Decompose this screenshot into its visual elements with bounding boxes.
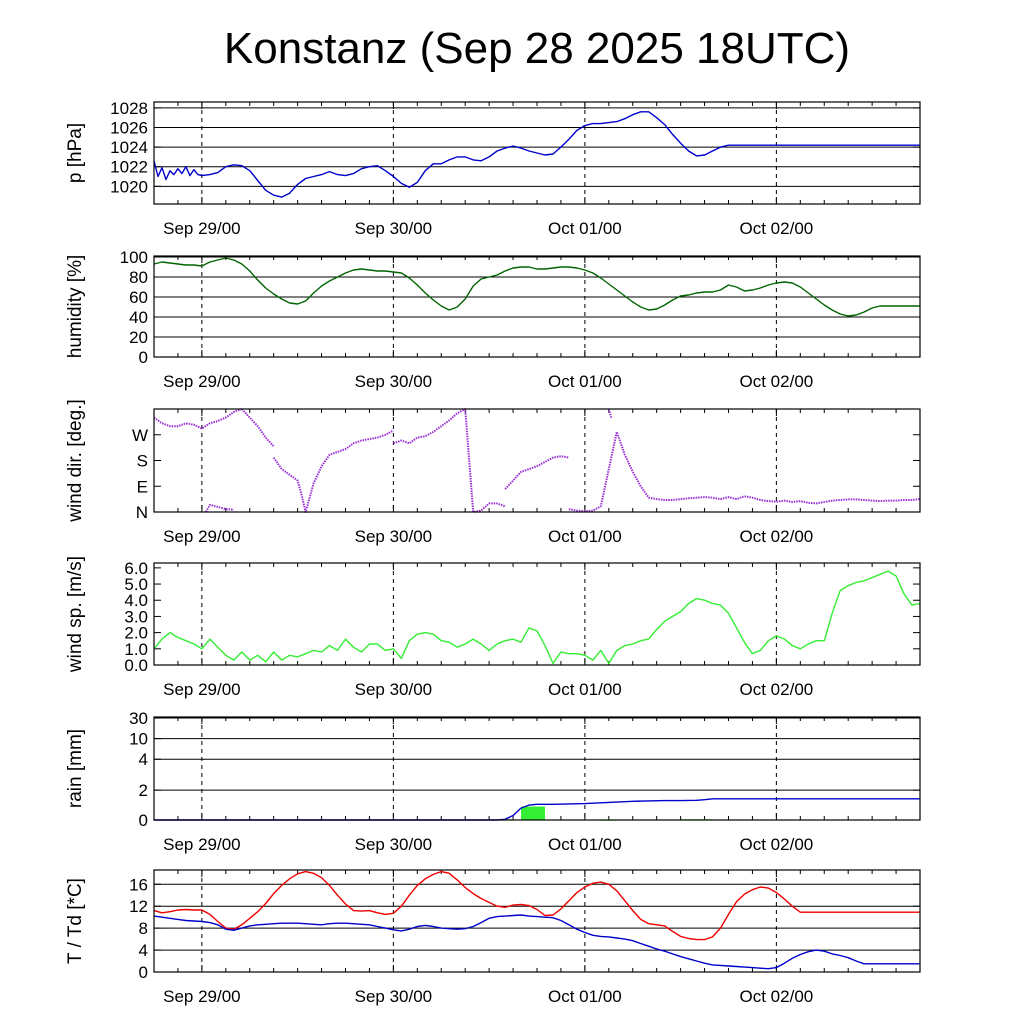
y-tick-label: 80: [129, 268, 148, 287]
y-tick-label: 0.0: [124, 656, 148, 675]
y-tick-label: 1026: [110, 119, 148, 138]
y-axis-label: T / Td [*C]: [65, 878, 86, 964]
y-axis-label: humidity [%]: [65, 255, 86, 358]
y-tick-label: 0: [139, 811, 148, 830]
y-tick-label: 2: [139, 781, 148, 800]
y-tick-label: 40: [129, 308, 148, 327]
x-tick-label: Oct 02/00: [740, 372, 814, 391]
y-tick-label: 1020: [110, 177, 148, 196]
x-tick-label: Sep 30/00: [355, 527, 433, 546]
y-axis-label: rain [mm]: [65, 729, 86, 808]
x-tick-label: Sep 30/00: [355, 219, 433, 238]
y-tick-label: 10: [129, 730, 148, 749]
series-wind_dir-segment: [205, 503, 234, 513]
y-tick-label: 5.0: [124, 575, 148, 594]
y-tick-label: 20: [129, 328, 148, 347]
y-tick-label: 30: [129, 709, 148, 728]
x-tick-label: Oct 02/00: [740, 527, 814, 546]
y-axis-label: p [hPa]: [65, 123, 86, 183]
x-tick-label: Sep 29/00: [163, 987, 241, 1006]
panel-temp_dew: 0 4 8 12 16 T / Td [*C] Sep 29/00 Sep 30/00 Oct …: [65, 869, 921, 1006]
x-tick-label: Sep 29/00: [163, 219, 241, 238]
x-tick-label: Sep 30/00: [355, 680, 433, 699]
x-tick-label: Sep 30/00: [355, 987, 433, 1006]
series-wind_dir-segment: [153, 408, 243, 430]
y-tick-label: W: [132, 426, 148, 445]
series-pressure: [153, 111, 920, 198]
x-tick-label: Oct 02/00: [740, 835, 814, 854]
x-tick-label: Oct 02/00: [740, 219, 814, 238]
y-axis-label: wind dir. [deg.]: [65, 399, 86, 523]
y-tick-label: 100: [120, 248, 148, 267]
y-tick-label: 8: [139, 919, 148, 938]
x-tick-label: Sep 29/00: [163, 835, 241, 854]
y-tick-label: 1028: [110, 99, 148, 118]
x-tick-label: Sep 30/00: [355, 835, 433, 854]
x-tick-label: Sep 30/00: [355, 372, 433, 391]
rain-bar: [521, 806, 545, 820]
y-tick-label: 6.0: [124, 559, 148, 578]
series-wind_dir-segment: [568, 430, 921, 513]
x-tick-label: Sep 29/00: [163, 680, 241, 699]
series-temperature: [153, 870, 920, 941]
y-tick-label: 2.0: [124, 624, 148, 643]
series-humidity: [153, 257, 920, 317]
x-tick-label: Oct 01/00: [548, 987, 622, 1006]
x-tick-label: Oct 01/00: [548, 835, 622, 854]
panel-frame: [153, 716, 921, 821]
panel-frame: [153, 255, 921, 358]
x-tick-label: Oct 01/00: [548, 527, 622, 546]
y-tick-label: 3.0: [124, 607, 148, 626]
panel-rain: 0 2 410 30 rain [mm] Sep 29/00 Sep 30/00 Oct 01…: [65, 709, 921, 854]
y-tick-label: 1024: [110, 138, 148, 157]
y-tick-label: 1.0: [124, 640, 148, 659]
chart-title: Konstanz (Sep 28 2025 18UTC): [224, 24, 850, 73]
panel-frame: [153, 101, 921, 205]
x-tick-label: Oct 01/00: [548, 680, 622, 699]
y-tick-label: 16: [129, 875, 148, 894]
y-tick-label: N: [136, 503, 148, 522]
y-tick-label: 4.0: [124, 591, 148, 610]
x-tick-label: Sep 29/00: [163, 372, 241, 391]
series-wind_dir-segment: [607, 408, 613, 418]
y-tick-label: 1022: [110, 158, 148, 177]
x-tick-label: Sep 29/00: [163, 527, 241, 546]
y-axis-label: wind sp. [m/s]: [65, 556, 86, 673]
y-tick-label: E: [137, 477, 148, 496]
y-tick-label: 60: [129, 288, 148, 307]
y-tick-label: 0: [139, 963, 148, 982]
panel-wind_speed: 0.01.02.03.04.05.06.0 wind sp. [m/s] Sep 2…: [65, 556, 921, 699]
series-wind_dir-segment: [272, 429, 394, 513]
panel-frame: [153, 869, 921, 973]
x-tick-label: Oct 01/00: [548, 219, 622, 238]
x-tick-label: Oct 02/00: [740, 987, 814, 1006]
y-tick-label: 4: [139, 941, 148, 960]
series-dewpoint: [153, 914, 920, 970]
series-rain_total: [154, 798, 920, 821]
series-wind_speed: [153, 570, 921, 665]
series-wind_dir-segment: [504, 455, 570, 490]
y-tick-label: 12: [129, 897, 148, 916]
x-tick-label: Oct 01/00: [548, 372, 622, 391]
series-wind_dir-segment: [393, 408, 506, 513]
panel-frame: [153, 408, 921, 513]
y-tick-label: 0: [139, 348, 148, 367]
x-tick-label: Oct 02/00: [740, 680, 814, 699]
y-tick-label: 4: [139, 750, 148, 769]
y-tick-label: S: [137, 452, 148, 471]
series-wind_dir-segment: [241, 408, 275, 447]
panel-frame: [153, 562, 921, 666]
